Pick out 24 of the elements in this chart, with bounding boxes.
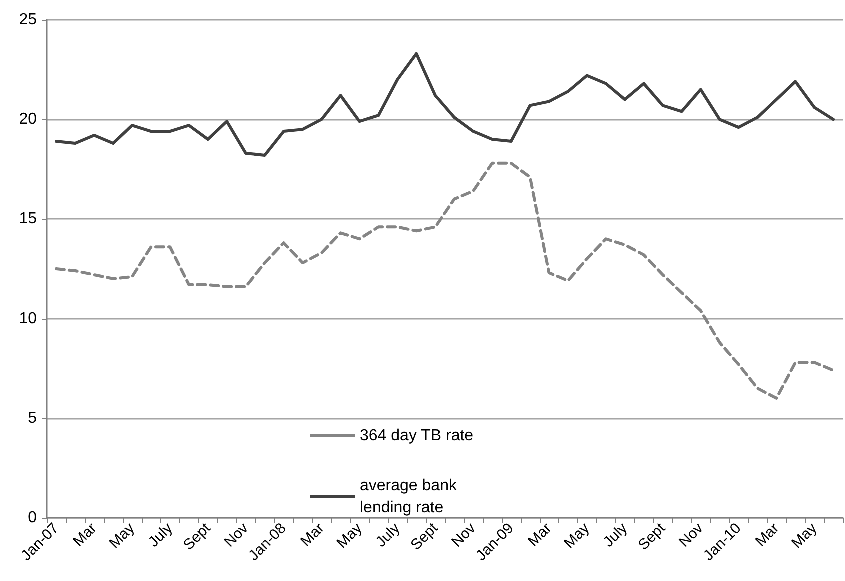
- y-tick-label: 20: [19, 111, 38, 128]
- x-tick-label: Mar: [752, 520, 783, 550]
- y-tick-label: 15: [19, 210, 38, 228]
- x-tick-label: July: [600, 520, 632, 551]
- line-series: [54, 52, 836, 157]
- legend-label: 364 day TB rate: [360, 428, 474, 444]
- x-tick-label: July: [145, 520, 177, 551]
- x-tick-label: May: [334, 520, 366, 552]
- legend-label: average bank lending rate: [360, 478, 462, 516]
- y-tick-label: 25: [19, 12, 38, 28]
- x-tick-label: May: [788, 520, 821, 552]
- x-tick-label: May: [106, 520, 139, 552]
- x-tick-label: Nov: [448, 520, 480, 551]
- x-tick-label: Nov: [676, 520, 708, 551]
- x-tick-label: Mar: [70, 520, 100, 550]
- y-tick-label: 0: [28, 510, 38, 526]
- y-tick-label: 10: [19, 310, 38, 328]
- x-tick-label: Nov: [221, 520, 252, 551]
- y-tick-label: 5: [28, 410, 38, 427]
- x-tick-label: July: [372, 520, 404, 551]
- x-tick-label: May: [561, 520, 594, 552]
- x-tick-label: Mar: [524, 520, 556, 550]
- x-tick-label: Mar: [298, 520, 328, 550]
- line-series: [54, 162, 836, 400]
